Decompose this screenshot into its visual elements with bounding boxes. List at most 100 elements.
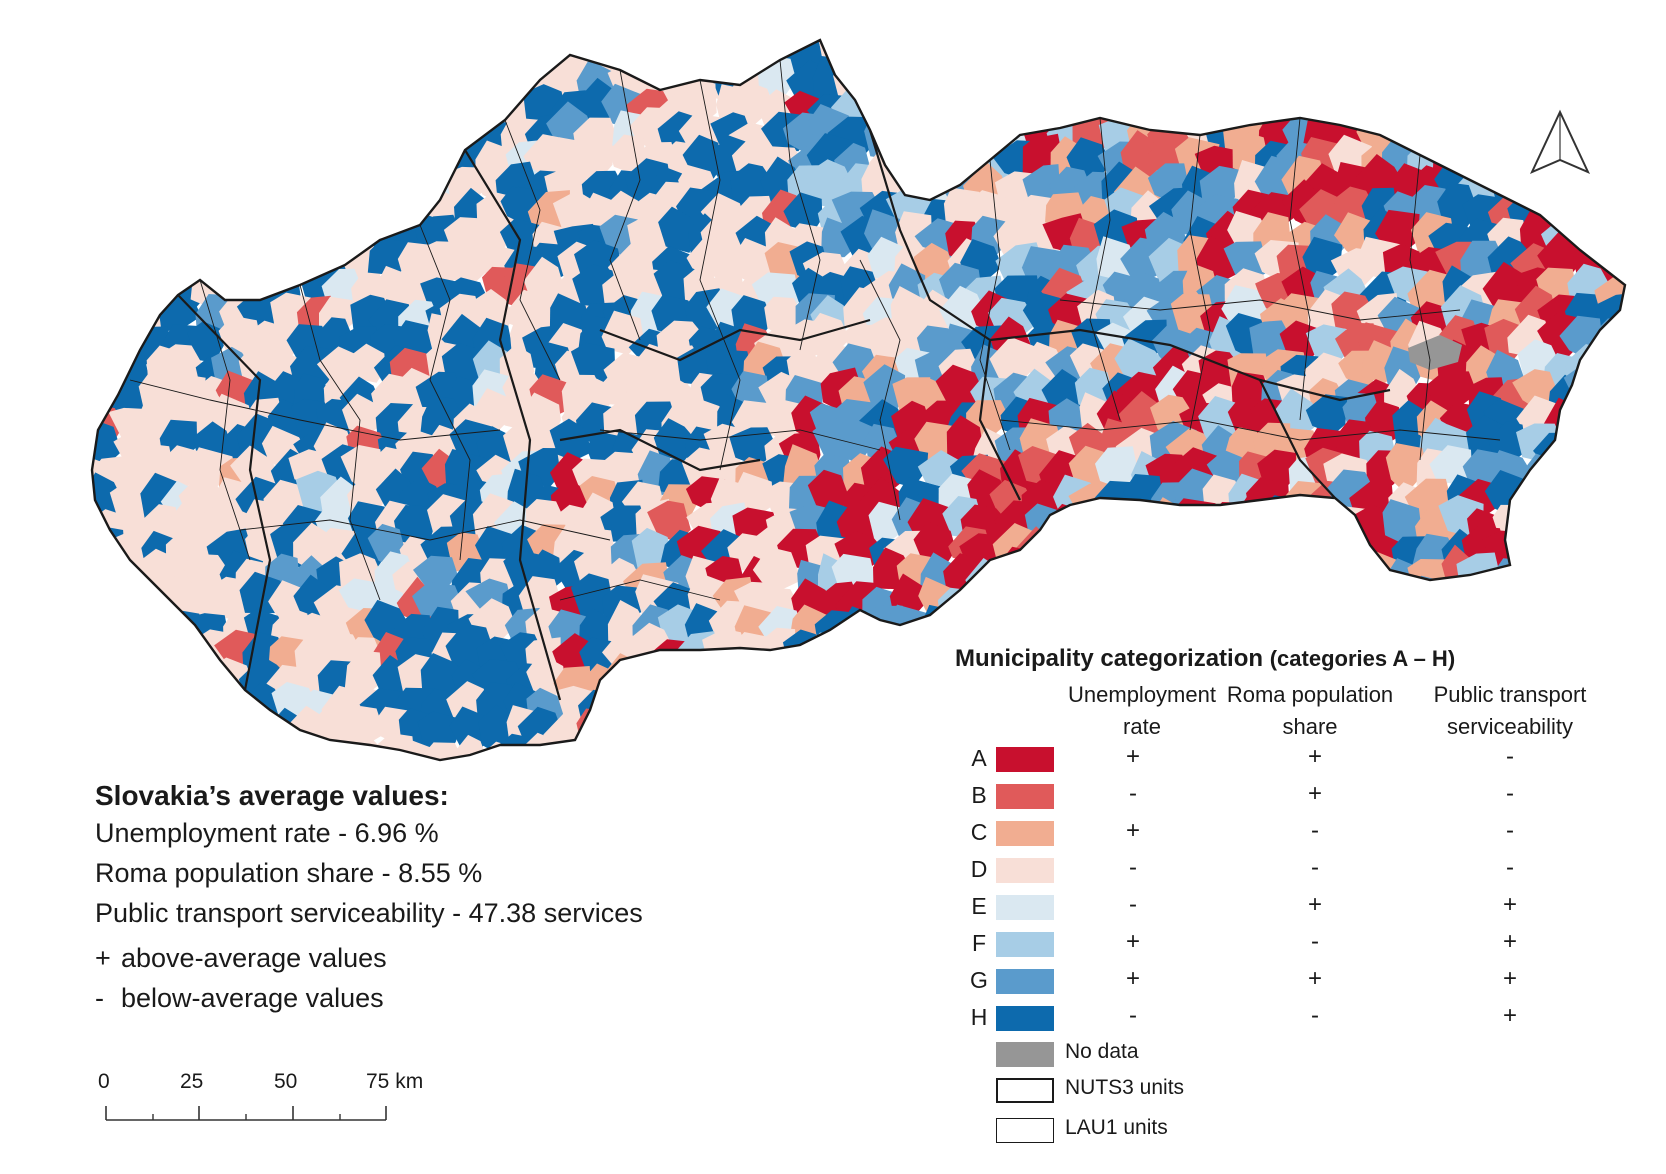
municipality: [1383, 84, 1438, 129]
municipality: [895, 40, 940, 55]
municipality: [1567, 90, 1612, 135]
municipality: [1536, 40, 1582, 49]
municipality: [232, 158, 277, 210]
municipality: [92, 290, 99, 333]
municipality: [444, 449, 492, 490]
municipality: [155, 190, 205, 237]
municipality: [92, 40, 101, 76]
municipality: [943, 686, 986, 729]
scale-label-0: 0: [98, 1070, 110, 1093]
municipality: [561, 740, 600, 760]
municipality: [1385, 40, 1435, 81]
municipality: [92, 740, 131, 760]
municipality: [92, 423, 98, 464]
municipality: [92, 40, 133, 59]
municipality: [1463, 572, 1504, 613]
municipality: [1460, 40, 1510, 80]
municipality: [164, 113, 208, 155]
municipality: [926, 41, 971, 82]
municipality: [317, 69, 366, 105]
municipality: [711, 651, 753, 702]
municipality: [218, 67, 260, 110]
municipality: [92, 142, 99, 186]
municipality: [912, 712, 958, 756]
municipality: [1304, 574, 1344, 623]
legend-swatch-c: [996, 821, 1054, 846]
municipality: [343, 40, 386, 85]
municipality: [1560, 401, 1605, 441]
municipality: [342, 65, 392, 101]
municipality: [137, 40, 185, 48]
municipality: [136, 113, 180, 166]
municipality: [948, 40, 992, 77]
municipality: [344, 650, 383, 696]
municipality: [1120, 130, 1162, 179]
municipality: [783, 192, 823, 233]
municipality: [160, 40, 201, 53]
municipality: [233, 211, 284, 259]
municipality: [1051, 77, 1098, 126]
municipality: [1256, 495, 1304, 543]
municipality: [863, 631, 902, 670]
legend-title-main: Municipality categorization: [955, 645, 1264, 672]
municipality: [92, 605, 107, 656]
municipality: [134, 67, 179, 106]
minus-sign: -: [95, 983, 104, 1013]
municipality: [713, 682, 751, 719]
municipality: [1378, 577, 1427, 618]
municipality: [1202, 580, 1249, 624]
municipality: [1416, 40, 1455, 76]
municipality: [1173, 57, 1216, 101]
municipality: [1281, 582, 1326, 624]
municipality: [92, 525, 125, 565]
municipality: [1597, 163, 1625, 204]
legend-row-g: G + + +: [955, 965, 1655, 995]
municipality: [1147, 87, 1192, 133]
municipality: [777, 734, 830, 760]
legend-cell-transport: -: [1506, 780, 1514, 807]
municipality: [92, 81, 101, 130]
municipality: [841, 678, 887, 726]
municipality: [92, 40, 94, 58]
municipality: [577, 140, 613, 181]
municipality: [1098, 534, 1150, 576]
municipality: [1175, 578, 1222, 624]
municipality: [1043, 572, 1092, 617]
municipality: [1070, 67, 1121, 111]
municipality: [1257, 556, 1294, 598]
municipality: [1076, 559, 1116, 600]
municipality: [1125, 530, 1168, 573]
municipality: [1456, 87, 1502, 134]
municipality: [1053, 40, 1093, 55]
lau1-boundary: [779, 59, 821, 351]
legend-swatch-g: [996, 969, 1054, 994]
municipality: [554, 40, 596, 59]
municipality: [1248, 576, 1289, 623]
municipality: [731, 662, 778, 709]
municipality: [1175, 40, 1220, 58]
municipality: [107, 732, 151, 760]
municipality: [626, 708, 671, 754]
municipality: [853, 708, 903, 753]
municipality: [996, 40, 1039, 54]
municipality: [138, 624, 176, 672]
municipality: [813, 682, 863, 730]
municipality: [607, 735, 647, 760]
municipality: [1393, 603, 1434, 649]
municipality: [1013, 83, 1057, 128]
municipality: [1181, 552, 1222, 595]
municipality: [1302, 236, 1343, 280]
municipality: [138, 606, 184, 650]
municipality: [213, 40, 261, 50]
legend-swatch-h: [996, 1006, 1054, 1031]
municipality: [341, 40, 385, 63]
municipality: [884, 709, 926, 755]
legend-cell-transport: +: [1502, 1002, 1517, 1029]
lau1-boundary: [859, 259, 901, 521]
municipality: [1585, 60, 1625, 110]
municipality: [1594, 221, 1625, 260]
municipality: [446, 40, 493, 73]
header-unemployment-line1: Unemployment: [1068, 682, 1216, 707]
municipality: [675, 704, 722, 753]
municipality: [1431, 601, 1482, 647]
